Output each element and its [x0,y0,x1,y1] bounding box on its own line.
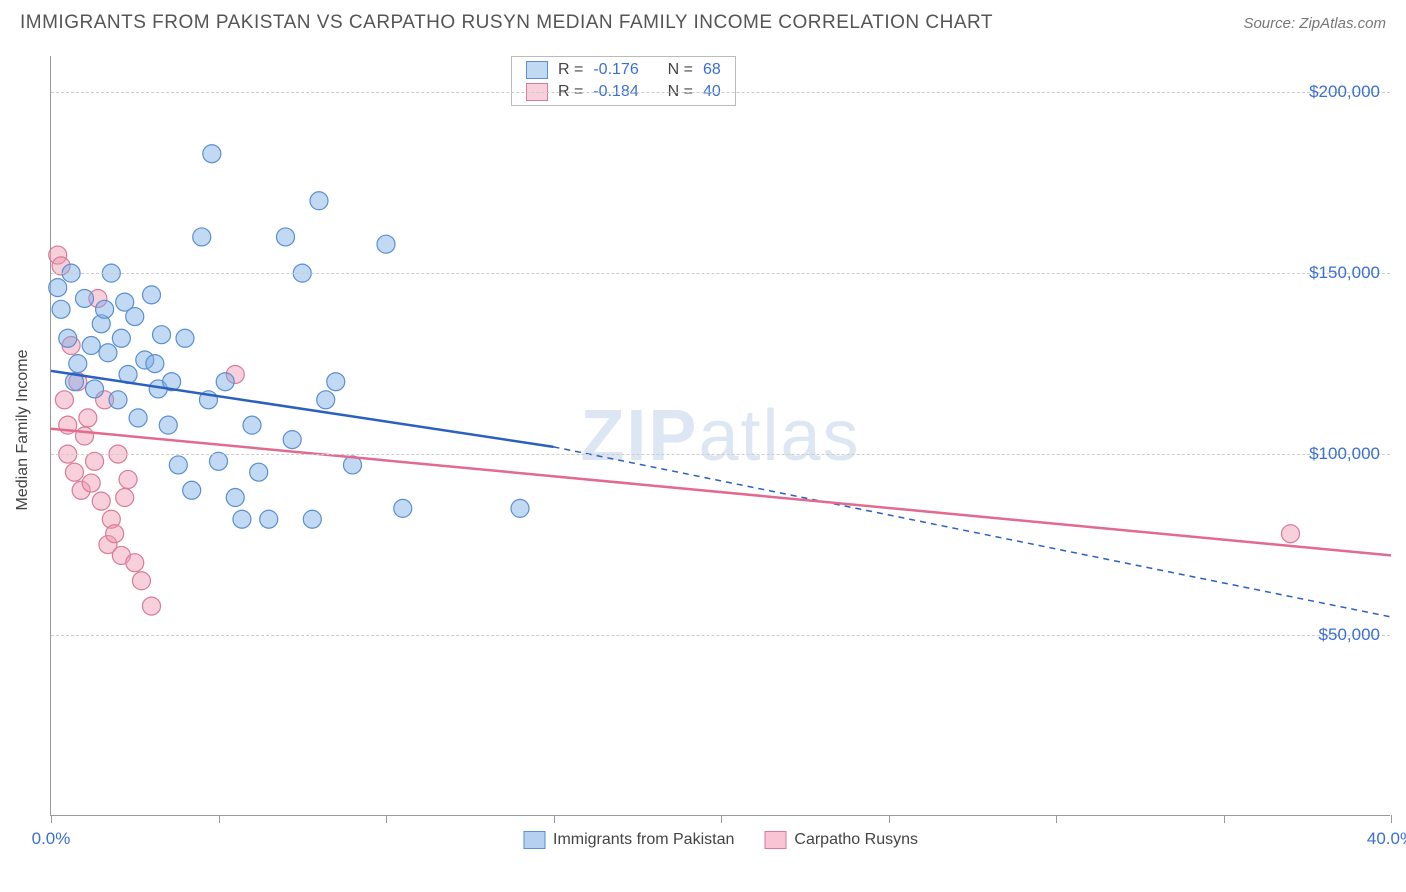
legend-swatch-1 [764,831,786,849]
scatter-point [106,525,124,543]
scatter-point [109,391,127,409]
scatter-point [317,391,335,409]
scatter-point [112,329,130,347]
scatter-point [132,572,150,590]
n-label-0: N = [668,61,693,79]
scatter-point [243,416,261,434]
scatter-point [327,373,345,391]
scatter-point [82,474,100,492]
y-tick-label: $200,000 [1309,82,1380,102]
x-tick [386,815,387,823]
legend-item-0: Immigrants from Pakistan [523,831,734,849]
scatter-point [126,554,144,572]
scatter-point [183,481,201,499]
gridline [51,92,1390,93]
stats-legend: R = -0.176 N = 68 R = -0.184 N = 40 [511,56,736,106]
x-tick [1391,815,1392,823]
x-tick [889,815,890,823]
x-tick-label: 0.0% [32,829,71,849]
scatter-point [49,279,67,297]
scatter-point [216,373,234,391]
x-tick [721,815,722,823]
chart-plot-area: ZIPatlas R = -0.176 N = 68 R = -0.184 N … [50,56,1390,816]
x-tick [1224,815,1225,823]
scatter-point [511,499,529,517]
scatter-point [99,344,117,362]
scatter-point [79,409,97,427]
scatter-point [226,489,244,507]
scatter-point [146,355,164,373]
y-tick-label: $50,000 [1319,625,1380,645]
scatter-svg [51,56,1390,815]
scatter-point [159,416,177,434]
scatter-point [55,391,73,409]
scatter-point [260,510,278,528]
scatter-point [96,300,114,318]
scatter-point [119,470,137,488]
scatter-point [377,235,395,253]
scatter-point [277,228,295,246]
scatter-point [233,510,251,528]
scatter-point [394,499,412,517]
chart-title: IMMIGRANTS FROM PAKISTAN VS CARPATHO RUS… [20,12,993,34]
stats-row-series-0: R = -0.176 N = 68 [512,59,735,81]
x-tick [219,815,220,823]
legend-label-0: Immigrants from Pakistan [553,831,734,849]
scatter-point [283,431,301,449]
y-tick-label: $150,000 [1309,263,1380,283]
x-tick [1056,815,1057,823]
gridline [51,273,1390,274]
scatter-point [143,597,161,615]
gridline [51,635,1390,636]
scatter-point [76,427,94,445]
legend-label-1: Carpatho Rusyns [794,831,918,849]
scatter-point [59,329,77,347]
scatter-point [143,286,161,304]
gridline [51,454,1390,455]
x-tick [554,815,555,823]
r-label-0: R = [558,61,583,79]
scatter-point [250,463,268,481]
legend-swatch-0 [523,831,545,849]
scatter-point [176,329,194,347]
scatter-point [82,337,100,355]
source-label: Source: ZipAtlas.com [1243,15,1386,32]
n-value-0: 68 [703,61,721,79]
swatch-series-0 [526,61,548,79]
regression-line [51,429,1391,556]
regression-line-dashed [554,447,1392,617]
scatter-point [52,300,70,318]
y-axis-label: Median Family Income [14,350,32,511]
scatter-point [69,355,87,373]
scatter-point [86,380,104,398]
scatter-point [169,456,187,474]
legend-item-1: Carpatho Rusyns [764,831,918,849]
scatter-point [129,409,147,427]
scatter-point [126,308,144,326]
r-value-0: -0.176 [593,61,638,79]
scatter-point [153,326,171,344]
scatter-point [203,145,221,163]
scatter-point [310,192,328,210]
bottom-legend: Immigrants from Pakistan Carpatho Rusyns [523,831,918,849]
scatter-point [76,289,94,307]
scatter-point [116,489,134,507]
scatter-point [65,463,83,481]
scatter-point [193,228,211,246]
x-tick [51,815,52,823]
scatter-point [303,510,321,528]
x-tick-label: 40.0% [1367,829,1406,849]
scatter-point [92,492,110,510]
y-tick-label: $100,000 [1309,444,1380,464]
scatter-point [1282,525,1300,543]
